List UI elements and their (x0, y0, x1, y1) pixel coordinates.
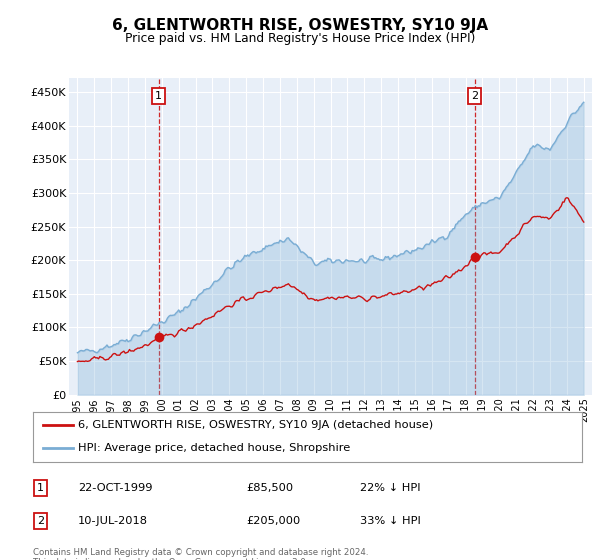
Text: 22-OCT-1999: 22-OCT-1999 (78, 483, 152, 493)
Text: 10-JUL-2018: 10-JUL-2018 (78, 516, 148, 526)
Text: 1: 1 (37, 483, 44, 493)
Text: 22% ↓ HPI: 22% ↓ HPI (360, 483, 421, 493)
Text: 6, GLENTWORTH RISE, OSWESTRY, SY10 9JA: 6, GLENTWORTH RISE, OSWESTRY, SY10 9JA (112, 18, 488, 33)
Text: 2: 2 (37, 516, 44, 526)
Text: HPI: Average price, detached house, Shropshire: HPI: Average price, detached house, Shro… (78, 444, 350, 454)
Text: £205,000: £205,000 (246, 516, 300, 526)
Text: Price paid vs. HM Land Registry's House Price Index (HPI): Price paid vs. HM Land Registry's House … (125, 32, 475, 45)
Text: 2: 2 (471, 91, 478, 101)
Text: 33% ↓ HPI: 33% ↓ HPI (360, 516, 421, 526)
Text: Contains HM Land Registry data © Crown copyright and database right 2024.
This d: Contains HM Land Registry data © Crown c… (33, 548, 368, 560)
Text: 1: 1 (155, 91, 162, 101)
Text: 6, GLENTWORTH RISE, OSWESTRY, SY10 9JA (detached house): 6, GLENTWORTH RISE, OSWESTRY, SY10 9JA (… (78, 420, 433, 430)
Text: £85,500: £85,500 (246, 483, 293, 493)
